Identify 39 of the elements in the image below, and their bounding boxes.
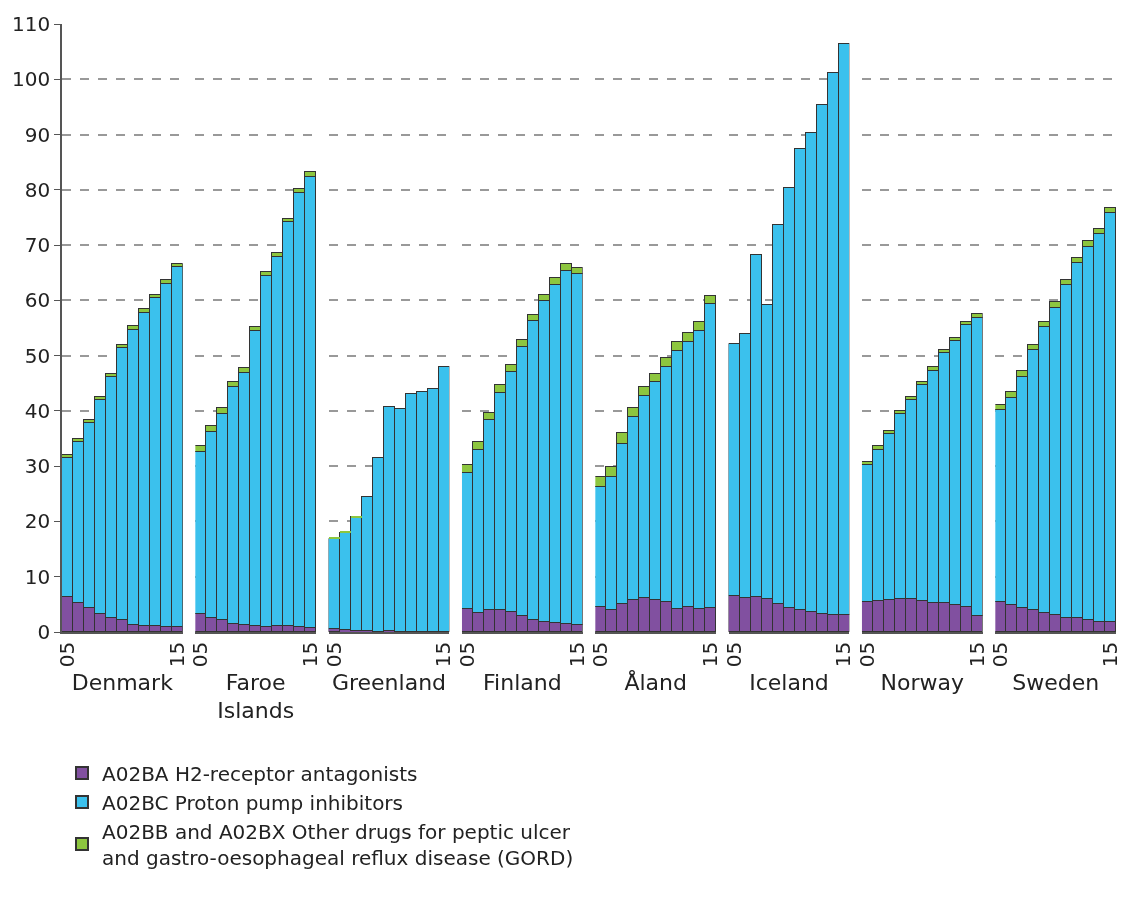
x-axis-title: Denmark <box>71 669 174 695</box>
y-tick-label: 50 <box>24 343 51 368</box>
x-axis-title: Sweden <box>1012 669 1100 695</box>
x-axis-title: Norway <box>880 669 965 695</box>
x-tick-label: 05 <box>721 641 746 668</box>
x-tick-label: 05 <box>321 641 346 668</box>
x-tick-label: 05 <box>188 641 213 668</box>
y-tick-label: 60 <box>24 288 51 313</box>
x-axis-title: Greenland <box>331 669 447 695</box>
x-tick-label: 05 <box>988 641 1013 668</box>
x-tick-label: 15 <box>964 641 989 668</box>
x-axis-title: Finland <box>483 669 562 695</box>
y-tick-label: 70 <box>24 233 51 258</box>
y-tick-label: 100 <box>12 67 51 92</box>
x-tick-label: 15 <box>164 641 189 668</box>
x-tick-label: 05 <box>588 641 613 668</box>
y-tick-label: 40 <box>24 398 51 423</box>
y-tick-label: 30 <box>24 454 51 479</box>
x-tick-label: 15 <box>831 641 856 668</box>
x-tick-label: 15 <box>298 641 323 668</box>
y-tick-label: 80 <box>24 177 51 202</box>
y-tick-label: 90 <box>24 122 51 147</box>
x-tick-label: 15 <box>698 641 723 668</box>
x-tick-label: 15 <box>1098 641 1123 668</box>
y-tick-label: 20 <box>24 509 51 534</box>
x-tick-label: 15 <box>431 641 456 668</box>
x-axis-title: Faroe Islands <box>217 669 295 724</box>
y-tick-label: 10 <box>24 564 51 589</box>
legend-label: A02BB and A02BX Other drugs for peptic ulcer and gastro-oesophageal reflux disease (GORD) <box>102 819 574 870</box>
y-tick-label: 110 <box>12 12 51 36</box>
x-tick-label: 15 <box>564 641 589 668</box>
x-tick-label: 05 <box>854 641 879 668</box>
x-axis-title: Iceland <box>749 669 829 695</box>
x-tick-label: 05 <box>454 641 479 668</box>
legend-label: A02BC Proton pump inhibitors <box>102 790 404 815</box>
x-tick-label: 05 <box>54 641 79 668</box>
legend-label: A02BA H2-receptor antagonists <box>102 761 418 786</box>
y-tick-label: 0 <box>37 620 51 644</box>
x-axis-title: Åland <box>624 668 687 695</box>
